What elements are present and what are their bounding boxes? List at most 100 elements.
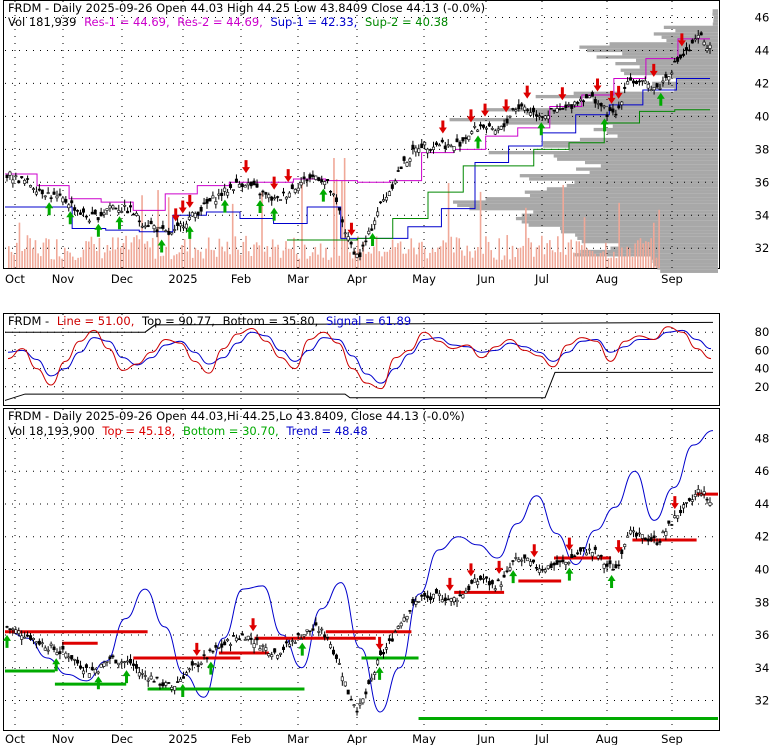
tb-candle-body (179, 678, 183, 682)
tb-ytick-label: 40 (755, 563, 770, 577)
volume-bar (583, 217, 586, 268)
candle-body (49, 197, 53, 199)
candle-body (687, 49, 691, 52)
candle-body (605, 114, 609, 117)
volume-bar (591, 250, 594, 268)
tb-candle-body (708, 502, 712, 506)
price-ytick-label: 42 (755, 76, 770, 90)
tb-candle-body (632, 530, 636, 533)
sell-arrow-icon (284, 169, 293, 183)
volume-bar (458, 238, 461, 268)
tb-candle-body (149, 675, 153, 680)
candle-body (667, 76, 671, 81)
tb-candle-body (237, 638, 241, 640)
tb-candle-body (158, 683, 162, 686)
tb-candle-body (117, 662, 121, 666)
tb-candle-body (73, 659, 77, 661)
tb-candle-body (487, 581, 491, 586)
volume-profile-bar (676, 78, 718, 82)
candle-body (326, 179, 330, 181)
candle-body (461, 137, 465, 142)
candle-body (593, 99, 597, 104)
volume-profile-bar (575, 233, 718, 237)
volume-bar (15, 242, 18, 268)
candle-body (249, 181, 253, 187)
tb-candle-body (517, 559, 521, 562)
candle-body (26, 178, 30, 180)
tb-candle-body (161, 682, 165, 687)
tb-candle-body (61, 645, 65, 650)
volume-bar (82, 249, 85, 268)
tb-candle-body (99, 664, 103, 668)
osc-header-signal: Signal = 61.89 (326, 314, 411, 328)
volume-profile-bar (529, 177, 718, 181)
tb-candle-body (284, 641, 288, 644)
volume-bar (466, 245, 469, 268)
volume-bar (346, 237, 349, 268)
volume-profile-bar (584, 160, 718, 165)
volume-bar (357, 236, 359, 268)
volume-bar (375, 236, 378, 268)
volume-bar (653, 222, 655, 268)
osc-top-line (5, 321, 714, 333)
volume-bar (522, 245, 525, 268)
volume-bar (487, 241, 490, 268)
volume-bar (383, 251, 386, 268)
volume-profile-bar (651, 85, 718, 89)
tb-candle-body (129, 658, 133, 664)
candle-body (337, 207, 341, 211)
volume-profile-bar (568, 147, 718, 151)
tb-candle-body (376, 659, 380, 665)
volume-profile-bar (610, 246, 718, 250)
volume-bar (90, 236, 93, 268)
volume-bar (77, 257, 79, 268)
tb-candle-body (408, 610, 412, 612)
volume-profile-bar (713, 15, 718, 20)
candle-body (493, 130, 497, 135)
candle-body (176, 222, 180, 226)
candle-body (617, 105, 621, 109)
candle-body (643, 80, 647, 84)
volume-profile-bar (577, 236, 718, 240)
tb-candle-body (199, 662, 203, 665)
volume-bar (498, 238, 501, 268)
tb-ytick-label: 34 (755, 661, 770, 675)
tb-candle-body (373, 672, 377, 675)
tb-candle-body (670, 524, 674, 526)
tb-candle-body (131, 663, 135, 666)
candle-body (411, 144, 415, 150)
candle-body (243, 185, 247, 188)
candle-body (420, 143, 424, 149)
volume-bar (575, 241, 578, 268)
candle-body (214, 201, 218, 205)
candle-body (196, 211, 200, 216)
main-header-volume: Vol 181,939 (8, 15, 76, 29)
tb-candle-body (455, 599, 459, 603)
volume-profile-bar (485, 197, 718, 201)
trend-curve (7, 430, 714, 713)
volume-profile-bar (651, 256, 718, 260)
volume-bar (333, 158, 335, 268)
volume-bar (165, 246, 167, 268)
volume-bar (197, 249, 199, 268)
candle-body (634, 81, 638, 84)
volume-bar (21, 251, 23, 268)
candle-body (434, 142, 438, 145)
candle-body (505, 118, 509, 124)
tb-candle-body (605, 563, 609, 567)
candle-body (537, 115, 541, 118)
tb-candle-body (546, 565, 550, 569)
volume-bar (655, 257, 658, 268)
candle-body (223, 187, 227, 192)
volume-bar (31, 248, 34, 268)
tb-candle-body (414, 601, 418, 605)
osc-ytick-label: 80 (755, 325, 770, 339)
volume-profile-bar (515, 216, 718, 221)
volume-bar (469, 251, 471, 268)
tb-xtick-label: Apr (347, 732, 367, 745)
volume-bar (482, 253, 485, 268)
candle-body (608, 107, 612, 111)
candle-body (34, 191, 38, 195)
price-ytick-label: 44 (755, 43, 770, 57)
tb-candle-body (258, 648, 262, 651)
